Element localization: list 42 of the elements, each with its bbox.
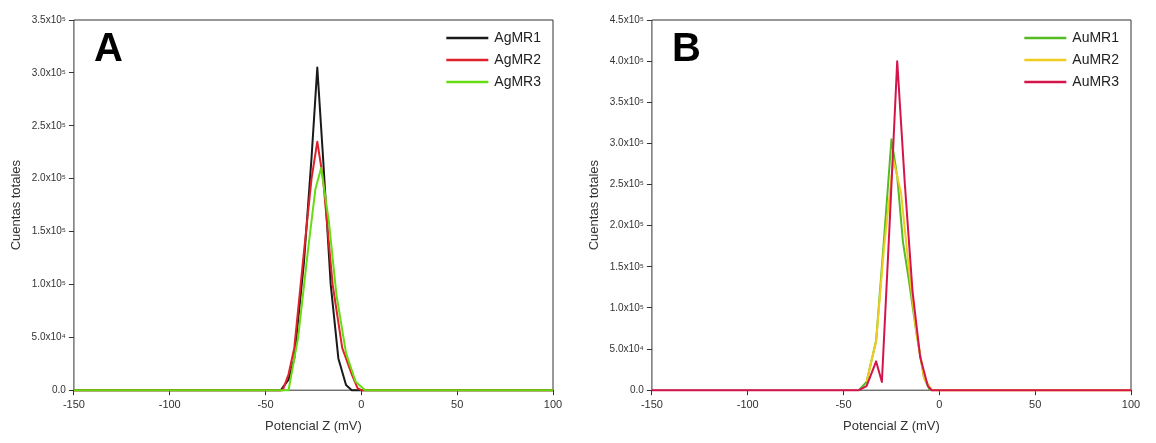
x-tick-label: 100 [1121, 397, 1141, 410]
y-axis-title: Cuentas totales [586, 159, 602, 251]
y-tick-label: 1.5x10⁵ [31, 225, 66, 237]
x-axis-title: Potencial Z (mV) [265, 417, 362, 433]
x-axis-title: Potencial Z (mV) [843, 417, 940, 433]
y-tick-label: 1.5x10⁵ [609, 260, 644, 272]
y-tick-label: 2.0x10⁵ [31, 172, 66, 184]
x-tick-label: 50 [1029, 397, 1042, 410]
legend-label: AuMR1 [1072, 28, 1120, 45]
y-tick-label: 4.0x10⁵ [609, 54, 644, 66]
annotation: A [93, 25, 123, 70]
y-tick-label: 5.0x10⁴ [609, 342, 644, 354]
y-tick-label: 4.5x10⁵ [609, 13, 644, 25]
y-tick-label: 5.0x10⁴ [31, 331, 66, 343]
legend-label: AgMR1 [494, 28, 542, 45]
legend-label: AuMR3 [1072, 72, 1120, 89]
y-tick-label: 3.0x10⁵ [31, 66, 66, 78]
y-axis-title: Cuentas totales [8, 159, 24, 251]
legend-label: AgMR2 [494, 50, 542, 67]
y-tick-label: 1.0x10⁵ [609, 301, 644, 313]
legend-label: AuMR2 [1072, 50, 1120, 67]
y-tick-label: 0.0 [630, 383, 645, 395]
y-tick-label: 1.0x10⁵ [31, 278, 66, 290]
y-tick-label: 3.0x10⁵ [609, 137, 644, 149]
y-tick-label: 2.5x10⁵ [31, 119, 66, 131]
x-tick-label: 0 [358, 397, 365, 410]
x-tick-label: 0 [936, 397, 943, 410]
y-tick-label: 2.5x10⁵ [609, 178, 644, 190]
y-tick-label: 2.0x10⁵ [609, 219, 644, 231]
annotation: B [671, 25, 701, 70]
y-tick-label: 3.5x10⁵ [31, 13, 66, 25]
x-tick-label: -100 [158, 397, 181, 410]
x-tick-label: -100 [736, 397, 759, 410]
x-tick-label: -150 [62, 397, 85, 410]
x-tick-label: 50 [451, 397, 464, 410]
x-tick-label: -50 [257, 397, 274, 410]
x-tick-label: -150 [640, 397, 663, 410]
y-tick-label: 3.5x10⁵ [609, 96, 644, 108]
y-tick-label: 0.0 [52, 383, 67, 395]
x-tick-label: -50 [835, 397, 852, 410]
x-tick-label: 100 [543, 397, 563, 410]
legend-label: AgMR3 [494, 72, 542, 89]
